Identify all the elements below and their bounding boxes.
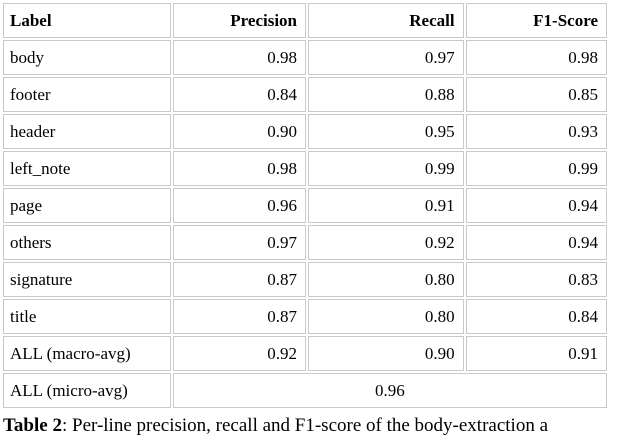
table-row: body 0.98 0.97 0.98 [3,40,607,75]
recall-value: 0.80 [308,299,464,334]
recall-value: 0.80 [308,262,464,297]
f1-score-value: 0.94 [465,225,607,260]
row-label: header [3,114,171,149]
table-row: others 0.97 0.92 0.94 [3,225,607,260]
micro-avg-row: ALL (micro-avg) 0.96 [3,373,607,408]
recall-value: 0.91 [308,188,464,223]
recall-value: 0.95 [308,114,464,149]
f1-score-value: 0.84 [465,299,607,334]
precision-value: 0.98 [172,40,307,75]
f1-score-value: 0.98 [465,40,607,75]
row-label: footer [3,77,171,112]
row-label: page [3,188,171,223]
table-row: ALL (macro-avg) 0.92 0.90 0.91 [3,336,607,371]
row-label: ALL (micro-avg) [3,373,171,408]
row-label: signature [3,262,171,297]
recall-value: 0.97 [308,40,464,75]
row-label: others [3,225,171,260]
precision-value: 0.90 [172,114,307,149]
f1-score-value: 0.99 [465,151,607,186]
precision-value: 0.92 [172,336,307,371]
precision-value: 0.84 [172,77,307,112]
row-label: title [3,299,171,334]
column-header-recall: Recall [308,3,464,38]
f1-score-value: 0.85 [465,77,607,112]
row-label: ALL (macro-avg) [3,336,171,371]
caption-tag: Table 2 [3,415,62,436]
table-row: header 0.90 0.95 0.93 [3,114,607,149]
table-row: signature 0.87 0.80 0.83 [3,262,607,297]
table-caption: Table 2: Per-line precision, recall and … [3,413,640,439]
f1-score-value: 0.91 [465,336,607,371]
caption-text: : Per-line precision, recall and F1-scor… [61,415,549,436]
row-label: body [3,40,171,75]
column-header-f1-score: F1-Score [465,3,607,38]
column-header-label: Label [3,3,171,38]
metrics-table: Label Precision Recall F1-Score body 0.9… [1,1,609,410]
header-row: Label Precision Recall F1-Score [3,3,607,38]
precision-value: 0.98 [172,151,307,186]
precision-value: 0.87 [172,262,307,297]
recall-value: 0.99 [308,151,464,186]
f1-score-value: 0.94 [465,188,607,223]
f1-score-value: 0.93 [465,114,607,149]
precision-value: 0.97 [172,225,307,260]
table-row: title 0.87 0.80 0.84 [3,299,607,334]
recall-value: 0.92 [308,225,464,260]
table-row: footer 0.84 0.88 0.85 [3,77,607,112]
recall-value: 0.88 [308,77,464,112]
table-row: left_note 0.98 0.99 0.99 [3,151,607,186]
recall-value: 0.90 [308,336,464,371]
f1-score-value: 0.83 [465,262,607,297]
table-row: page 0.96 0.91 0.94 [3,188,607,223]
micro-avg-value: 0.96 [172,373,607,408]
precision-value: 0.96 [172,188,307,223]
row-label: left_note [3,151,171,186]
column-header-precision: Precision [172,3,307,38]
precision-value: 0.87 [172,299,307,334]
